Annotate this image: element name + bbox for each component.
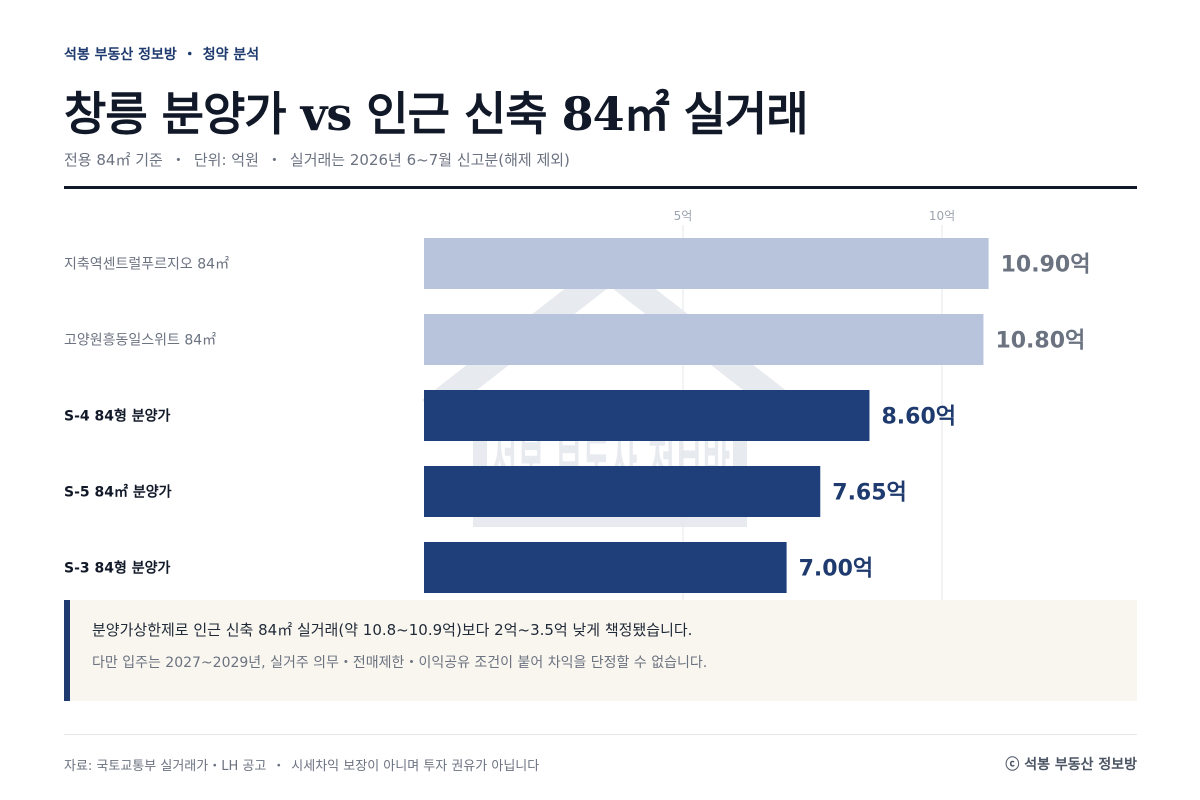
header: 석봉 부동산 정보방 ・ 청약 분석 — [64, 44, 1137, 64]
value-label: 10.90억 — [1001, 253, 1091, 278]
value-label: 8.60억 — [881, 405, 956, 430]
bar — [424, 466, 821, 517]
tick-label: 5억 — [674, 209, 693, 223]
category-label: 지축역센트럴푸르지오 84㎡ — [64, 257, 229, 273]
category-label: 고양원흥동일스위트 84㎡ — [64, 333, 216, 349]
value-label: 7.00억 — [799, 557, 874, 582]
bar — [424, 390, 870, 441]
page-title: 창릉 분양가 vs 인근 신축 84㎡ 실거래 — [64, 87, 809, 141]
tick-label: 10억 — [929, 209, 955, 223]
bar — [424, 314, 984, 365]
footer-note: 자료: 국토교통부 실거래가・LH 공고 ・ 시세차익 보장이 아니며 투자 권유가… — [64, 759, 540, 774]
footer-disclaimer: 시세차익 보장이 아니며 투자 권유가 아닙니다 — [291, 759, 540, 774]
subtitle-unit: 단위: 억원 — [193, 151, 259, 169]
header-divider — [64, 186, 1137, 189]
callout-box: 분양가상한제로 인근 신축 84㎡ 실거래(약 10.8~10.9억)보다 2억… — [64, 600, 1137, 701]
category-label: S-5 84㎡ 분양가 — [64, 484, 172, 501]
category-label: S-4 84형 분양가 — [64, 408, 171, 425]
bar — [424, 542, 787, 593]
value-label: 7.65억 — [832, 481, 907, 506]
footer-copyright: ⓒ 석봉 부동산 정보방 — [1005, 757, 1137, 773]
subtitle-basis: 전용 84㎡ 기준 — [64, 151, 163, 169]
footer-source: 자료: 국토교통부 실거래가・LH 공고 — [64, 759, 267, 774]
eyebrow: 석봉 부동산 정보방 ・ 청약 분석 — [64, 47, 260, 63]
brand-name: 석봉 부동산 정보방 — [64, 47, 177, 63]
footer-divider — [64, 734, 1137, 735]
value-label: 10.80억 — [995, 329, 1085, 354]
callout-main-text: 분양가상한제로 인근 신축 84㎡ 실거래(약 10.8~10.9억)보다 2억… — [92, 621, 693, 639]
subtitle-period: 실거래는 2026년 6~7월 신고분(해제 제외) — [289, 151, 570, 169]
callout-sub-text: 다만 입주는 2027~2029년, 실거주 의무・전매제한・이익공유 조건이 … — [92, 655, 708, 671]
bar — [424, 238, 989, 289]
category-label: S-3 84형 분양가 — [64, 560, 171, 577]
section-name: 청약 분석 — [202, 47, 260, 63]
subtitle: 전용 84㎡ 기준 ・ 단위: 억원 ・ 실거래는 2026년 6~7월 신고분(해제 … — [64, 151, 570, 169]
